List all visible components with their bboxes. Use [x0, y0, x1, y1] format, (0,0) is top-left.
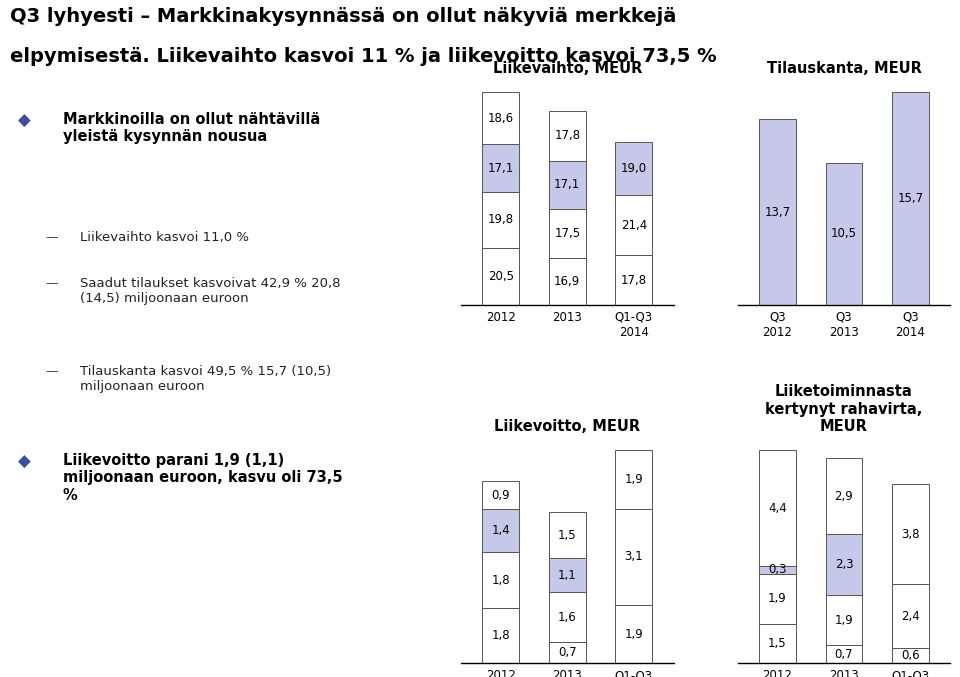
- Text: 20,5: 20,5: [488, 270, 514, 283]
- Bar: [483, 192, 519, 248]
- Text: 1,9: 1,9: [768, 592, 787, 605]
- Text: ◆: ◆: [18, 112, 31, 130]
- Title: Liikevaihto, MEUR: Liikevaihto, MEUR: [492, 61, 642, 76]
- Bar: [483, 509, 519, 552]
- Bar: [759, 450, 796, 566]
- Text: 15,7: 15,7: [898, 192, 924, 205]
- Text: 0,6: 0,6: [901, 649, 920, 662]
- Bar: [549, 160, 586, 209]
- Text: Saadut tilaukset kasvoivat 42,9 % 20,8
(14,5) miljoonaan euroon: Saadut tilaukset kasvoivat 42,9 % 20,8 (…: [81, 277, 341, 305]
- Text: —: —: [45, 232, 58, 244]
- Text: 13,7: 13,7: [764, 206, 790, 219]
- Text: 2,9: 2,9: [834, 489, 853, 503]
- Bar: [549, 512, 586, 559]
- Bar: [549, 559, 586, 592]
- Text: 17,8: 17,8: [621, 274, 647, 286]
- Bar: [483, 481, 519, 509]
- Bar: [892, 584, 928, 648]
- Text: 2,3: 2,3: [834, 559, 853, 571]
- Bar: [549, 592, 586, 642]
- Text: Liikevoitto parani 1,9 (1,1)
miljoonaan euroon, kasvu oli 73,5
%: Liikevoitto parani 1,9 (1,1) miljoonaan …: [62, 453, 342, 503]
- Text: 16,9: 16,9: [554, 275, 581, 288]
- Bar: [483, 552, 519, 608]
- Bar: [826, 458, 862, 534]
- Text: Q3 lyhyesti – Markkinakysynnässä on ollut näkyviä merkkejä: Q3 lyhyesti – Markkinakysynnässä on ollu…: [10, 7, 676, 26]
- Bar: [615, 195, 652, 255]
- Bar: [615, 255, 652, 305]
- Text: 1,4: 1,4: [492, 524, 510, 537]
- Text: 1,9: 1,9: [624, 628, 643, 640]
- Text: 1,9: 1,9: [834, 613, 853, 626]
- Bar: [615, 605, 652, 663]
- Text: —: —: [45, 365, 58, 378]
- Bar: [892, 485, 928, 584]
- Title: Liiketoiminnasta
kertynyt rahavirta,
MEUR: Liiketoiminnasta kertynyt rahavirta, MEU…: [765, 385, 923, 434]
- Bar: [759, 624, 796, 663]
- Text: 1,5: 1,5: [558, 529, 577, 542]
- Text: 2,4: 2,4: [901, 609, 920, 623]
- Text: 0,7: 0,7: [834, 648, 853, 661]
- Text: 19,8: 19,8: [488, 213, 514, 226]
- Bar: [549, 642, 586, 663]
- Text: 1,8: 1,8: [492, 629, 510, 642]
- Bar: [483, 92, 519, 144]
- Bar: [826, 534, 862, 595]
- Bar: [615, 142, 652, 195]
- Text: 0,9: 0,9: [492, 489, 510, 502]
- Bar: [892, 648, 928, 663]
- Bar: [549, 209, 586, 258]
- Text: 1,1: 1,1: [558, 569, 577, 582]
- Bar: [759, 566, 796, 574]
- Text: Tilauskanta kasvoi 49,5 % 15,7 (10,5)
miljoonaan euroon: Tilauskanta kasvoi 49,5 % 15,7 (10,5) mi…: [81, 365, 331, 393]
- Bar: [759, 574, 796, 624]
- Text: 1,8: 1,8: [492, 573, 510, 586]
- Title: Liikevoitto, MEUR: Liikevoitto, MEUR: [494, 419, 640, 434]
- Text: 1,5: 1,5: [768, 637, 787, 650]
- Bar: [549, 111, 586, 160]
- Text: 3,1: 3,1: [624, 550, 643, 563]
- Text: 17,1: 17,1: [488, 162, 514, 175]
- Text: 1,6: 1,6: [558, 611, 577, 624]
- Bar: [615, 509, 652, 605]
- Bar: [615, 450, 652, 509]
- Title: Tilauskanta, MEUR: Tilauskanta, MEUR: [766, 61, 922, 76]
- Text: 17,5: 17,5: [554, 227, 580, 240]
- Text: 0,3: 0,3: [768, 563, 786, 577]
- Text: 17,8: 17,8: [554, 129, 580, 142]
- Text: Markkinoilla on ollut nähtävillä
yleistä kysynnän nousua: Markkinoilla on ollut nähtävillä yleistä…: [62, 112, 320, 144]
- Bar: [483, 248, 519, 305]
- Text: —: —: [45, 277, 58, 290]
- Text: 18,6: 18,6: [488, 112, 514, 125]
- Bar: [892, 92, 928, 305]
- Text: elpymisestä. Liikevaihto kasvoi 11 % ja liikevoitto kasvoi 73,5 %: elpymisestä. Liikevaihto kasvoi 11 % ja …: [10, 47, 716, 66]
- Bar: [826, 645, 862, 663]
- Text: Liikevaihto kasvoi 11,0 %: Liikevaihto kasvoi 11,0 %: [81, 232, 250, 244]
- Bar: [483, 144, 519, 192]
- Bar: [826, 162, 862, 305]
- Text: 19,0: 19,0: [621, 162, 647, 175]
- Text: 1,9: 1,9: [624, 473, 643, 486]
- Text: 4,4: 4,4: [768, 502, 787, 515]
- Bar: [759, 119, 796, 305]
- Bar: [826, 595, 862, 645]
- Text: ◆: ◆: [18, 453, 31, 471]
- Text: 17,1: 17,1: [554, 178, 581, 191]
- Bar: [549, 258, 586, 305]
- Text: 21,4: 21,4: [620, 219, 647, 232]
- Bar: [483, 608, 519, 663]
- Text: 10,5: 10,5: [831, 227, 857, 240]
- Text: 3,8: 3,8: [901, 528, 920, 541]
- Text: 0,7: 0,7: [558, 646, 577, 659]
